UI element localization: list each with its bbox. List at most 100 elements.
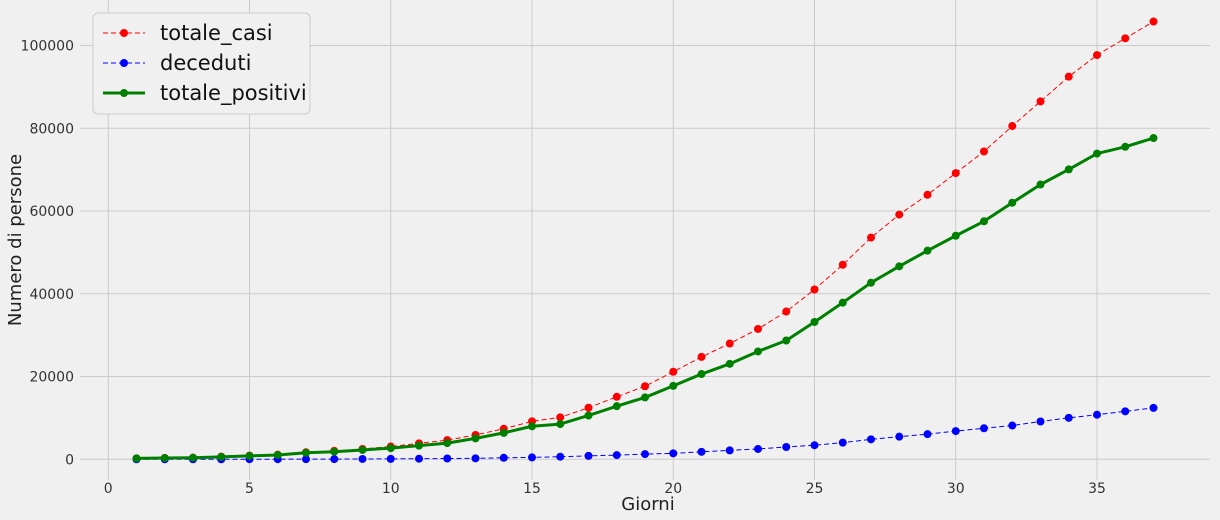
y-tick-label: 20000 [29,370,74,386]
x-tick-label: 0 [104,481,113,497]
data-point-totale_positivi [443,439,452,448]
data-point-deceduti [867,435,875,444]
data-point-totale_positivi [189,453,197,462]
data-point-totale_positivi [951,231,960,240]
data-point-deceduti [923,430,932,439]
data-point-totale_positivi [1149,134,1158,143]
data-point-totale_casi [867,233,875,242]
data-point-totale_casi [669,367,678,376]
data-point-totale_casi [895,210,904,219]
data-point-deceduti [443,454,452,463]
data-point-totale_positivi [923,246,932,255]
data-point-deceduti [1008,421,1017,430]
data-point-totale_casi [556,413,565,422]
legend-entry-totale_positivi: totale_positivi [103,81,307,106]
x-tick-label: 20 [664,481,682,497]
y-tick-labels: 0 20000 40000 60000 80000 100000 [21,39,74,469]
data-point-totale_casi [1064,72,1073,81]
data-point-totale_casi [641,382,649,391]
data-point-deceduti [386,454,395,463]
data-point-deceduti [641,450,649,459]
data-point-totale_positivi [386,444,395,453]
data-point-deceduti [895,432,904,441]
data-point-totale_positivi [132,454,141,463]
data-point-totale_casi [754,324,762,333]
legend-label: totale_positivi [160,81,307,106]
data-point-deceduti [669,449,678,458]
legend-entry-totale_casi: totale_casi [103,21,273,46]
data-point-totale_casi [1149,17,1158,26]
data-point-totale_positivi [669,381,678,390]
data-point-totale_positivi [217,452,226,461]
data-point-deceduti [302,455,310,464]
data-point-deceduti [980,424,988,433]
data-point-deceduti [1121,407,1130,416]
data-point-totale_positivi [273,450,282,459]
data-point-deceduti [358,454,367,463]
data-point-totale_positivi [302,448,310,457]
data-point-deceduti [754,444,762,453]
data-point-totale_casi [838,260,847,269]
data-point-totale_positivi [584,411,593,420]
data-point-deceduti [612,451,621,460]
data-point-totale_positivi [782,336,791,345]
series-totale_positivi [132,134,1158,463]
data-point-deceduti [725,446,734,455]
data-point-totale_casi [951,169,960,178]
legend-label: totale_casi [160,21,273,46]
x-tick-label: 35 [1088,481,1106,497]
x-tick-label: 30 [947,481,965,497]
data-point-totale_positivi [641,393,649,402]
y-tick-label: 0 [65,452,74,468]
data-point-deceduti [782,442,791,451]
data-point-totale_casi [782,307,791,316]
data-point-totale_casi [923,190,932,199]
y-tick-label: 100000 [21,39,74,55]
x-tick-label: 25 [806,481,824,497]
data-point-totale_positivi [415,441,423,450]
x-tick-label: 10 [382,481,400,497]
series-layer [132,17,1158,464]
data-point-totale_positivi [160,454,169,463]
data-point-totale_casi [810,285,819,294]
data-point-totale_casi [1008,122,1017,131]
series-deceduti [132,403,1158,464]
data-point-totale_positivi [895,262,904,271]
data-point-totale_casi [697,352,706,361]
data-point-totale_positivi [980,217,988,226]
legend: totale_casi deceduti totale_positivi [92,12,311,115]
y-tick-label: 80000 [29,121,74,137]
data-point-totale_positivi [245,451,254,460]
data-point-deceduti [528,453,536,462]
data-point-totale_positivi [471,434,480,443]
x-tick-labels: 0 5 10 15 20 25 30 35 [104,481,1106,497]
data-point-totale_positivi [1064,165,1073,174]
legend-box [92,12,311,115]
x-tick-label: 15 [523,481,541,497]
legend-marker [120,29,128,37]
data-point-deceduti [415,454,423,463]
legend-marker [120,89,128,97]
data-point-deceduti [951,427,960,436]
data-point-totale_positivi [697,370,706,379]
data-point-deceduti [1064,413,1073,422]
data-point-totale_positivi [867,278,875,287]
data-point-totale_positivi [528,422,536,431]
data-point-totale_casi [1093,51,1101,60]
data-point-totale_positivi [1121,142,1130,151]
x-axis-label: Giorni [621,494,674,515]
data-point-totale_casi [1121,34,1130,43]
data-point-totale_positivi [1008,198,1017,207]
legend-label: deceduti [160,51,251,75]
data-point-totale_casi [612,392,621,401]
data-point-deceduti [1149,403,1158,412]
data-point-totale_casi [584,403,593,412]
data-point-deceduti [838,438,847,447]
data-point-totale_positivi [612,402,621,411]
y-axis-label: Numero di persone [5,154,26,326]
data-point-deceduti [330,455,339,464]
data-point-deceduti [1036,417,1045,426]
legend-marker [120,59,128,67]
data-point-deceduti [1093,410,1101,419]
